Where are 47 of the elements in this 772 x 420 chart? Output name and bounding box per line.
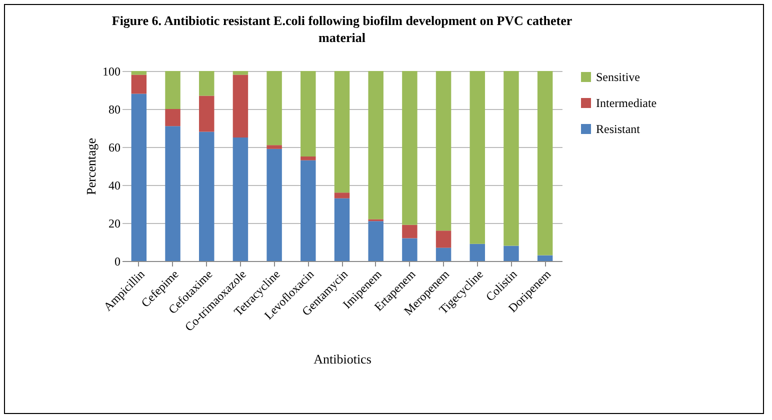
bar [165, 71, 180, 109]
bar [199, 71, 214, 96]
bar [266, 145, 282, 149]
bar [232, 74, 248, 138]
y-tick-label: 0 [114, 254, 120, 268]
bar [402, 238, 418, 261]
bar [131, 74, 147, 94]
bar [334, 71, 350, 193]
chart-title: Figure 6. Antibiotic resistant E.coli following biofilm development on PVC catheter material [112, 13, 572, 45]
bar [165, 126, 180, 261]
bar [131, 71, 147, 75]
bar [504, 71, 519, 246]
bar [402, 224, 418, 238]
y-axis-title: Percentage [84, 138, 98, 196]
bar [199, 132, 214, 261]
bar [470, 244, 485, 261]
bar [537, 255, 553, 261]
bar [131, 94, 147, 261]
bar [266, 148, 282, 261]
y-tick-label: 20 [108, 216, 120, 230]
bar [199, 96, 214, 132]
bar [300, 160, 316, 261]
bar [334, 198, 350, 261]
bar [504, 246, 519, 261]
legend-label: Sensitive [596, 70, 640, 84]
bar [436, 230, 452, 248]
bar [402, 71, 418, 225]
bar [436, 248, 452, 261]
bar [300, 71, 316, 156]
y-tick-label: 80 [108, 102, 120, 116]
y-tick-label: 60 [108, 140, 120, 154]
bar [368, 71, 384, 220]
bar [334, 192, 350, 198]
bar [165, 109, 180, 126]
bar [266, 71, 282, 146]
bar [470, 71, 485, 244]
y-tick-label: 100 [102, 64, 120, 78]
bar [232, 138, 248, 261]
bar [368, 221, 384, 261]
bar [300, 156, 316, 160]
bar [232, 71, 248, 75]
bar [537, 71, 553, 256]
y-tick-label: 40 [108, 178, 120, 192]
legend-label: Intermediate [596, 96, 657, 110]
bar [436, 71, 452, 231]
x-axis-title: Antibiotics [314, 351, 372, 366]
legend-label: Resistant [596, 122, 641, 136]
